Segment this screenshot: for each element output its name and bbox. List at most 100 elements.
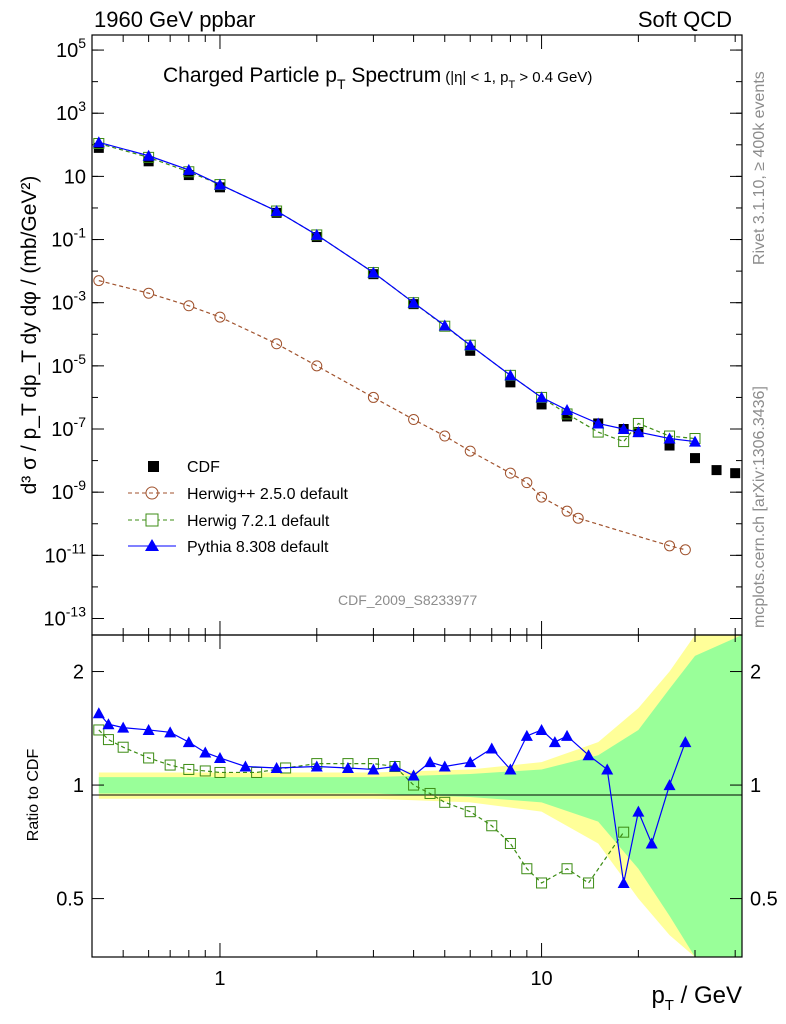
data-point-1	[521, 477, 533, 489]
ratio-y-tick-label-right: 1	[750, 775, 761, 797]
ratio-point-0	[117, 741, 129, 753]
data-point-3	[689, 435, 702, 447]
ratio-point-0	[464, 806, 476, 818]
ratio-point-0	[521, 863, 533, 875]
data-point-1	[93, 275, 105, 287]
legend-cdf-label: CDF	[187, 459, 220, 476]
x-axis-label: pT / GeV	[651, 982, 742, 1014]
data-point-3	[464, 339, 477, 351]
header-right: Soft QCD	[638, 7, 732, 32]
main-y-tick-label: 10	[64, 166, 86, 188]
ratio-point-1	[310, 760, 323, 772]
data-point-3	[182, 163, 195, 175]
x-tick-label: 1	[214, 968, 225, 990]
ratio-point-1	[367, 763, 380, 775]
data-point-1	[664, 540, 676, 552]
ratio-y-tick-label: 1	[73, 775, 84, 797]
legend-pythia-marker	[145, 539, 159, 551]
legend-herwig7-marker	[145, 513, 159, 527]
main-data-points	[92, 136, 741, 556]
legend-herwigpp-marker	[145, 486, 159, 500]
data-point-0	[711, 465, 722, 476]
ratio-point-1	[239, 760, 252, 772]
data-point-3	[142, 149, 155, 161]
data-point-3	[367, 266, 380, 278]
ratio-point-1	[102, 718, 115, 730]
main-y-tick-label: 103	[56, 98, 86, 125]
series-line-1	[98, 280, 686, 551]
data-point-0	[730, 468, 741, 479]
ratio-point-0	[214, 766, 226, 778]
data-point-0	[690, 453, 701, 464]
ratio-line-0	[98, 729, 625, 884]
ratio-point-1	[424, 756, 437, 768]
main-y-tick-label: 105	[56, 35, 86, 62]
ratio-point-0	[164, 759, 176, 771]
ratio-point-1	[632, 805, 645, 817]
ratio-point-1	[601, 763, 614, 775]
uncertainty-bands	[98, 635, 742, 957]
data-point-3	[592, 417, 605, 429]
ratio-point-1	[645, 837, 658, 849]
data-point-1	[271, 338, 283, 350]
data-point-3	[213, 178, 226, 190]
ratio-point-0	[424, 787, 436, 799]
ratio-y-tick-label: 2	[73, 662, 84, 684]
band-outer	[98, 635, 742, 957]
ratio-point-1	[388, 760, 401, 772]
legend: CDF Herwig++ 2.5.0 default Herwig 7.2.1 …	[128, 459, 349, 556]
ratio-point-1	[270, 761, 283, 773]
legend-herwigpp-label: Herwig++ 2.5.0 default	[187, 486, 349, 503]
data-point-1	[408, 414, 420, 426]
ratio-point-1	[464, 756, 477, 768]
ratio-y-tick-label: 0.5	[56, 889, 84, 911]
data-point-1	[572, 512, 584, 524]
ratio-point-1	[663, 779, 676, 791]
data-point-3	[438, 319, 451, 331]
ratio-point-0	[583, 877, 595, 889]
main-y-tick-label: 10-5	[51, 351, 86, 378]
main-y-tick-label: 10-1	[51, 225, 86, 252]
data-point-1	[464, 445, 476, 457]
data-point-0	[562, 411, 573, 422]
ratio-point-1	[182, 736, 195, 748]
ratio-point-1	[504, 763, 517, 775]
legend-herwig7-label: Herwig 7.2.1 default	[187, 513, 330, 530]
plot-title: Charged Particle pT Spectrum (|η| < 1, pT…	[163, 64, 592, 92]
data-point-0	[93, 142, 104, 153]
data-point-3	[561, 404, 574, 416]
ratio-point-0	[486, 820, 498, 832]
ratio-point-0	[439, 796, 451, 808]
data-point-3	[270, 205, 283, 217]
ratio-point-1	[582, 749, 595, 761]
ratio-point-1	[438, 760, 451, 772]
ratio-point-0	[618, 826, 630, 838]
series-line-3	[98, 141, 696, 443]
data-point-3	[310, 228, 323, 240]
data-point-0	[465, 345, 476, 356]
header-left: 1960 GeV ppbar	[94, 7, 255, 32]
ratio-point-0	[183, 763, 195, 775]
ratio-point-0	[561, 863, 573, 875]
main-y-tick-label: 10-7	[51, 414, 86, 441]
ratio-point-0	[199, 765, 211, 777]
main-y-tick-label: 10-3	[51, 288, 86, 315]
ratio-point-1	[485, 742, 498, 754]
ratio-point-0	[102, 734, 114, 746]
legend-pythia-label: Pythia 8.308 default	[187, 539, 329, 556]
data-point-3	[632, 426, 645, 438]
main-y-tick-label: 10-11	[45, 540, 87, 567]
ratio-point-1	[535, 723, 548, 735]
data-point-1	[504, 467, 516, 479]
data-point-0	[505, 377, 516, 388]
data-point-3	[617, 423, 630, 435]
ratio-point-1	[199, 746, 212, 758]
data-point-3	[92, 136, 105, 148]
ratio-point-1	[617, 876, 630, 888]
ratio-point-1	[117, 721, 130, 733]
ratio-point-0	[143, 752, 155, 764]
main-y-label: d³ σ / p_T dp_T dy dφ / (mb/GeV²)	[18, 176, 41, 495]
data-point-1	[311, 360, 323, 372]
data-point-0	[143, 156, 154, 167]
